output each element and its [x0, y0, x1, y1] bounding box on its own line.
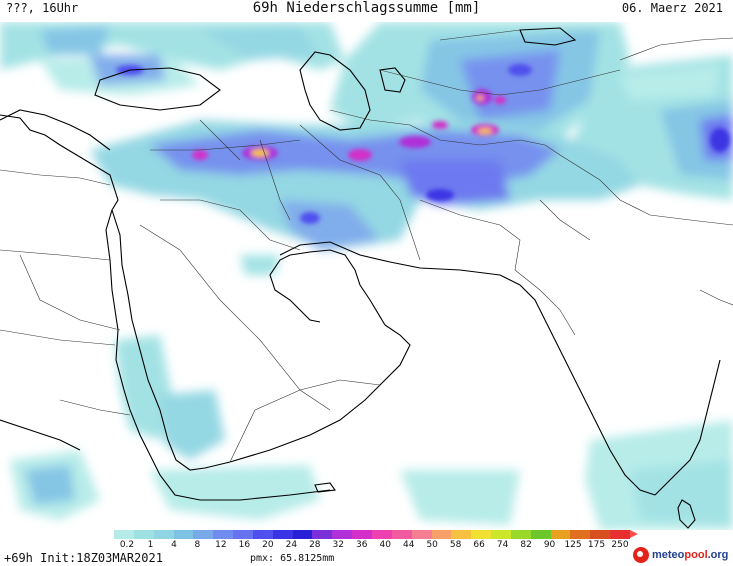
scale-swatch — [193, 530, 214, 539]
scale-swatch — [272, 530, 293, 539]
scale-swatch — [550, 530, 571, 539]
scale-swatch — [114, 530, 134, 539]
precip-layer — [0, 22, 733, 530]
meteopool-logo-icon — [633, 547, 649, 563]
scale-tick-label: 74 — [496, 540, 509, 550]
scale-tick-label: 175 — [587, 540, 606, 550]
scale-tick-label: 24 — [285, 540, 298, 550]
model-run-label: +69h Init:18Z03MAR2021 — [4, 551, 163, 565]
scale-tick-label: 16 — [238, 540, 251, 550]
scale-tick-label: 0.2 — [119, 540, 135, 550]
scale-swatch — [431, 530, 452, 539]
scale-tick-label: 50 — [426, 540, 438, 550]
scale-tick-label: 250 — [611, 540, 629, 550]
scale-swatch — [252, 530, 273, 539]
scale-swatch — [391, 530, 412, 539]
scale-tick-label: 82 — [520, 540, 532, 550]
coastlines — [0, 27, 721, 529]
scale-tick-label: 90 — [543, 540, 556, 550]
scale-tick-label: 66 — [473, 540, 485, 550]
scale-tick-label: 1 — [147, 540, 154, 550]
precipitation-map — [0, 22, 733, 530]
scale-swatch — [610, 530, 630, 539]
scale-tick-label: 32 — [332, 540, 345, 550]
scale-swatch — [332, 530, 353, 539]
meteopool-logo[interactable]: meteopool.org — [633, 545, 728, 565]
scale-swatch — [312, 530, 333, 539]
scale-swatch — [371, 530, 392, 539]
scale-swatch — [153, 530, 174, 539]
scale-swatch — [213, 530, 234, 539]
country-borders — [0, 29, 733, 463]
scale-tick-label: 28 — [309, 540, 321, 550]
scale-swatch — [510, 530, 531, 539]
map-footer: 0.2 1 4 8 12 16 20 24 28 32 36 40 44 50 58 66 74 82 90 125 1… — [0, 530, 733, 566]
scale-tick-label: 8 — [194, 540, 201, 550]
valid-date-label: 06. Maerz 2021 — [621, 1, 723, 15]
map-header: ???, 16Uhr 69h Niederschlagssumme [mm] 0… — [0, 0, 733, 22]
scale-tick-label: 125 — [564, 540, 582, 550]
scale-tick-label: 58 — [449, 540, 462, 550]
scale-tick-label: 36 — [356, 540, 368, 550]
scale-overflow-arrow — [630, 530, 638, 538]
scale-swatch — [530, 530, 551, 539]
scale-swatch — [352, 530, 372, 539]
meteopool-logo-text: meteopool.org — [652, 549, 729, 561]
map-title: 69h Niederschlagssumme [mm] — [252, 0, 481, 16]
scale-tick-label: 40 — [379, 540, 391, 550]
scale-swatch — [133, 530, 154, 539]
scale-tick-label: 44 — [402, 540, 415, 550]
scale-swatch — [233, 530, 253, 539]
scale-swatch — [570, 530, 591, 539]
pmx-label: pmx: 65.8125mm — [250, 553, 335, 564]
valid-time-label: ???, 16Uhr — [6, 1, 79, 15]
scale-swatch — [471, 530, 492, 539]
scale-swatch — [590, 530, 611, 539]
scale-swatch — [292, 530, 313, 539]
scale-swatch — [451, 530, 472, 539]
precip-color-scale — [114, 530, 630, 539]
scale-swatch — [411, 530, 432, 539]
scale-swatch — [491, 530, 511, 539]
scale-swatch — [173, 530, 194, 539]
scale-tick-label: 20 — [262, 540, 274, 550]
scale-tick-label: 4 — [171, 540, 177, 550]
scale-tick-label: 12 — [215, 540, 227, 550]
